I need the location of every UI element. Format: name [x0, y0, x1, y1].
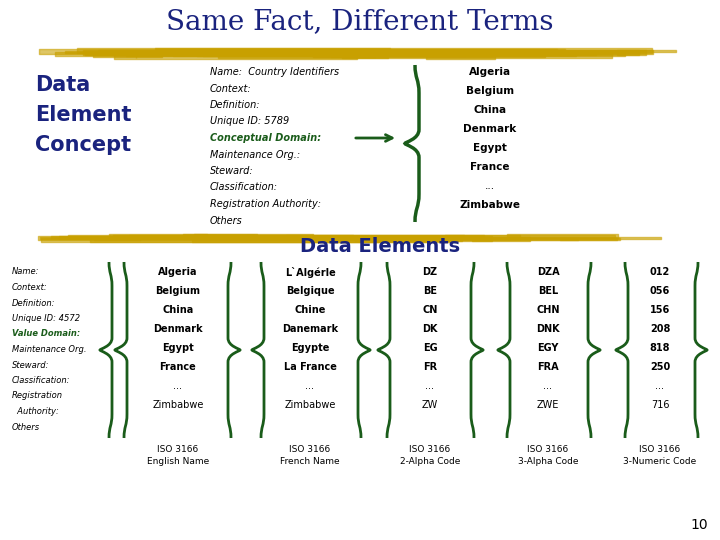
Text: 10: 10	[690, 518, 708, 532]
Text: Name:: Name:	[12, 267, 40, 276]
Text: ...: ...	[485, 181, 495, 191]
Text: DNK: DNK	[536, 324, 560, 334]
Text: Definition:: Definition:	[210, 100, 261, 110]
Text: DK: DK	[422, 324, 438, 334]
Text: Belgique: Belgique	[286, 286, 334, 296]
Text: Unique ID: 5789: Unique ID: 5789	[210, 117, 289, 126]
Text: Others: Others	[12, 422, 40, 431]
Text: Conceptual Domain:: Conceptual Domain:	[210, 133, 321, 143]
Text: BE: BE	[423, 286, 437, 296]
Text: ZW: ZW	[422, 400, 438, 410]
Text: Data: Data	[35, 75, 90, 95]
Text: ...: ...	[544, 381, 552, 391]
Text: Algeria: Algeria	[158, 267, 198, 277]
Text: CHN: CHN	[536, 305, 559, 315]
Text: Value Domain:: Value Domain:	[12, 329, 80, 339]
Text: FR: FR	[423, 362, 437, 372]
Text: France: France	[470, 162, 510, 172]
Text: 716: 716	[651, 400, 670, 410]
Text: 056: 056	[650, 286, 670, 296]
Text: DZ: DZ	[423, 267, 438, 277]
Text: Belgium: Belgium	[156, 286, 200, 296]
Text: Algeria: Algeria	[469, 67, 511, 77]
Text: French Name: French Name	[280, 456, 340, 465]
Text: Belgium: Belgium	[466, 86, 514, 96]
Text: China: China	[163, 305, 194, 315]
Text: Chine: Chine	[294, 305, 325, 315]
Text: L`Algérle: L`Algérle	[284, 267, 336, 278]
Text: 250: 250	[650, 362, 670, 372]
Text: Concept: Concept	[35, 135, 131, 155]
Text: ISO 3166: ISO 3166	[639, 446, 680, 455]
Text: FRA: FRA	[537, 362, 559, 372]
Text: DZA: DZA	[536, 267, 559, 277]
Text: Registration Authority:: Registration Authority:	[210, 199, 321, 209]
Text: 208: 208	[650, 324, 670, 334]
Text: Egypte: Egypte	[291, 343, 329, 353]
Text: ...: ...	[305, 381, 315, 391]
Text: Maintenance Org.: Maintenance Org.	[12, 345, 86, 354]
Text: Denmark: Denmark	[153, 324, 203, 334]
Text: Zimbabwe: Zimbabwe	[284, 400, 336, 410]
Text: 2-Alpha Code: 2-Alpha Code	[400, 456, 460, 465]
Text: Same Fact, Different Terms: Same Fact, Different Terms	[166, 9, 554, 36]
Text: ISO 3166: ISO 3166	[289, 446, 330, 455]
Text: Denmark: Denmark	[464, 124, 517, 134]
Text: ...: ...	[174, 381, 182, 391]
Text: Definition:: Definition:	[12, 299, 55, 307]
Text: Egypt: Egypt	[162, 343, 194, 353]
Text: BEL: BEL	[538, 286, 558, 296]
Text: Context:: Context:	[210, 84, 251, 93]
Text: La France: La France	[284, 362, 336, 372]
Text: Steward:: Steward:	[210, 166, 253, 176]
Text: Authority:: Authority:	[12, 407, 59, 416]
Text: Steward:: Steward:	[12, 361, 50, 369]
Text: EGY: EGY	[537, 343, 559, 353]
Text: ...: ...	[655, 381, 665, 391]
Text: 156: 156	[650, 305, 670, 315]
Text: Classification:: Classification:	[12, 376, 71, 385]
Text: English Name: English Name	[147, 456, 209, 465]
Text: Unique ID: 4572: Unique ID: 4572	[12, 314, 80, 323]
Text: Others: Others	[210, 215, 243, 226]
Text: ISO 3166: ISO 3166	[527, 446, 569, 455]
Text: ISO 3166: ISO 3166	[410, 446, 451, 455]
Text: Element: Element	[35, 105, 132, 125]
Text: ISO 3166: ISO 3166	[158, 446, 199, 455]
Text: Egypt: Egypt	[473, 143, 507, 153]
Text: Context:: Context:	[12, 283, 48, 292]
Text: 012: 012	[650, 267, 670, 277]
Text: 818: 818	[649, 343, 670, 353]
Text: Classification:: Classification:	[210, 183, 278, 192]
Text: France: France	[160, 362, 197, 372]
Text: Danemark: Danemark	[282, 324, 338, 334]
Text: ...: ...	[426, 381, 434, 391]
Text: EG: EG	[423, 343, 437, 353]
Text: 3-Alpha Code: 3-Alpha Code	[518, 456, 578, 465]
Text: ZWE: ZWE	[537, 400, 559, 410]
Text: Zimbabwe: Zimbabwe	[459, 200, 521, 210]
Text: 3-Numeric Code: 3-Numeric Code	[624, 456, 697, 465]
Text: Maintenance Org.:: Maintenance Org.:	[210, 150, 300, 159]
Text: Name:  Country Identifiers: Name: Country Identifiers	[210, 67, 339, 77]
Text: CN: CN	[423, 305, 438, 315]
Text: Zimbabwe: Zimbabwe	[153, 400, 204, 410]
Text: Data Elements: Data Elements	[300, 237, 460, 255]
Text: China: China	[474, 105, 507, 115]
Text: Registration: Registration	[12, 392, 63, 401]
